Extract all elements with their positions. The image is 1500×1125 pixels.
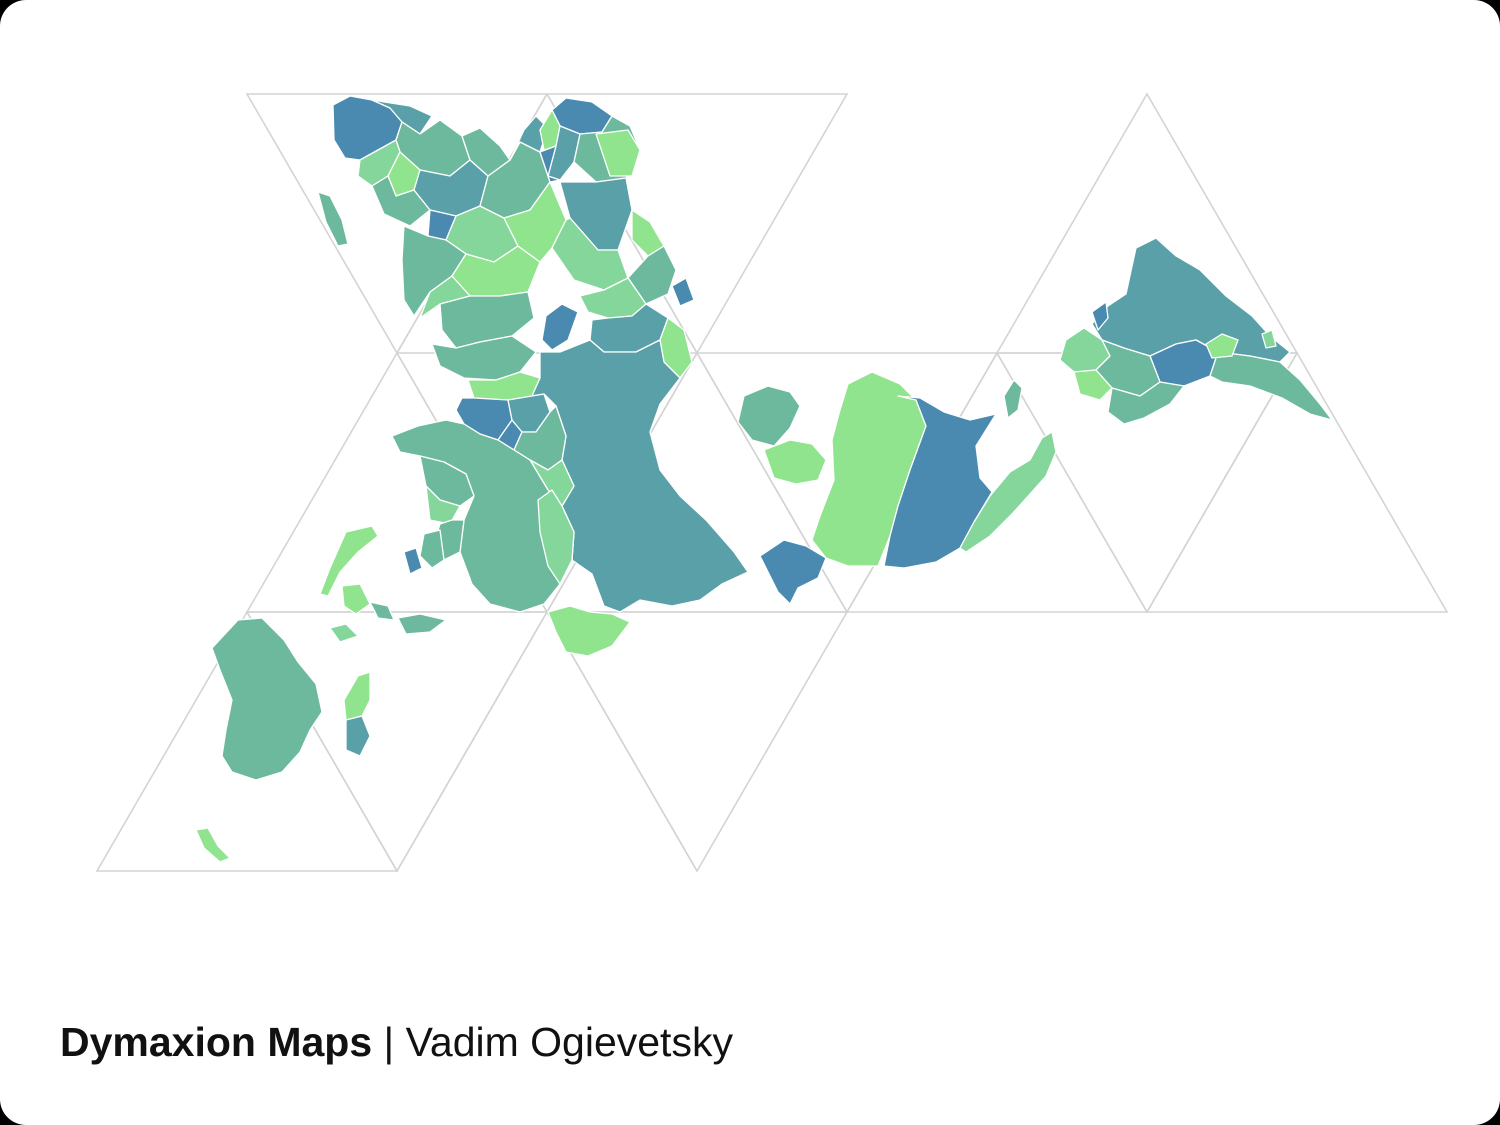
region xyxy=(959,431,1057,553)
region xyxy=(595,129,641,177)
region xyxy=(811,371,927,567)
region xyxy=(461,127,511,177)
icosahedron-grid xyxy=(95,92,1449,873)
region xyxy=(369,601,395,621)
region xyxy=(341,583,371,615)
caption: Dymaxion Maps | Vadim Ogievetsky xyxy=(60,1016,733,1068)
caption-title: Dymaxion Maps xyxy=(60,1019,373,1065)
region xyxy=(319,525,379,597)
region xyxy=(419,529,445,569)
region xyxy=(1261,329,1277,349)
face-10 xyxy=(1145,351,1449,613)
region xyxy=(345,715,371,757)
region xyxy=(425,485,461,525)
region xyxy=(343,671,371,721)
region xyxy=(329,623,359,643)
region xyxy=(1073,369,1113,401)
region xyxy=(1091,301,1109,331)
caption-author: Vadim Ogievetsky xyxy=(405,1019,733,1065)
region xyxy=(403,547,423,575)
region xyxy=(1205,333,1239,359)
region xyxy=(737,385,801,447)
region xyxy=(671,277,695,307)
region xyxy=(541,303,579,351)
region xyxy=(547,605,631,657)
edge-d xyxy=(546,611,698,872)
region xyxy=(431,335,537,381)
region xyxy=(1107,381,1185,425)
region xyxy=(539,145,561,183)
dymaxion-map xyxy=(95,92,1449,873)
region xyxy=(1003,379,1023,419)
region xyxy=(211,617,323,781)
countries xyxy=(195,95,1333,863)
region xyxy=(1209,351,1333,421)
region xyxy=(439,291,535,349)
region xyxy=(317,191,349,247)
region xyxy=(195,827,231,863)
region xyxy=(537,489,575,585)
region xyxy=(759,539,827,605)
edge-c xyxy=(396,611,548,872)
region xyxy=(763,439,827,485)
region xyxy=(397,613,447,635)
caption-separator: | xyxy=(372,1019,406,1065)
